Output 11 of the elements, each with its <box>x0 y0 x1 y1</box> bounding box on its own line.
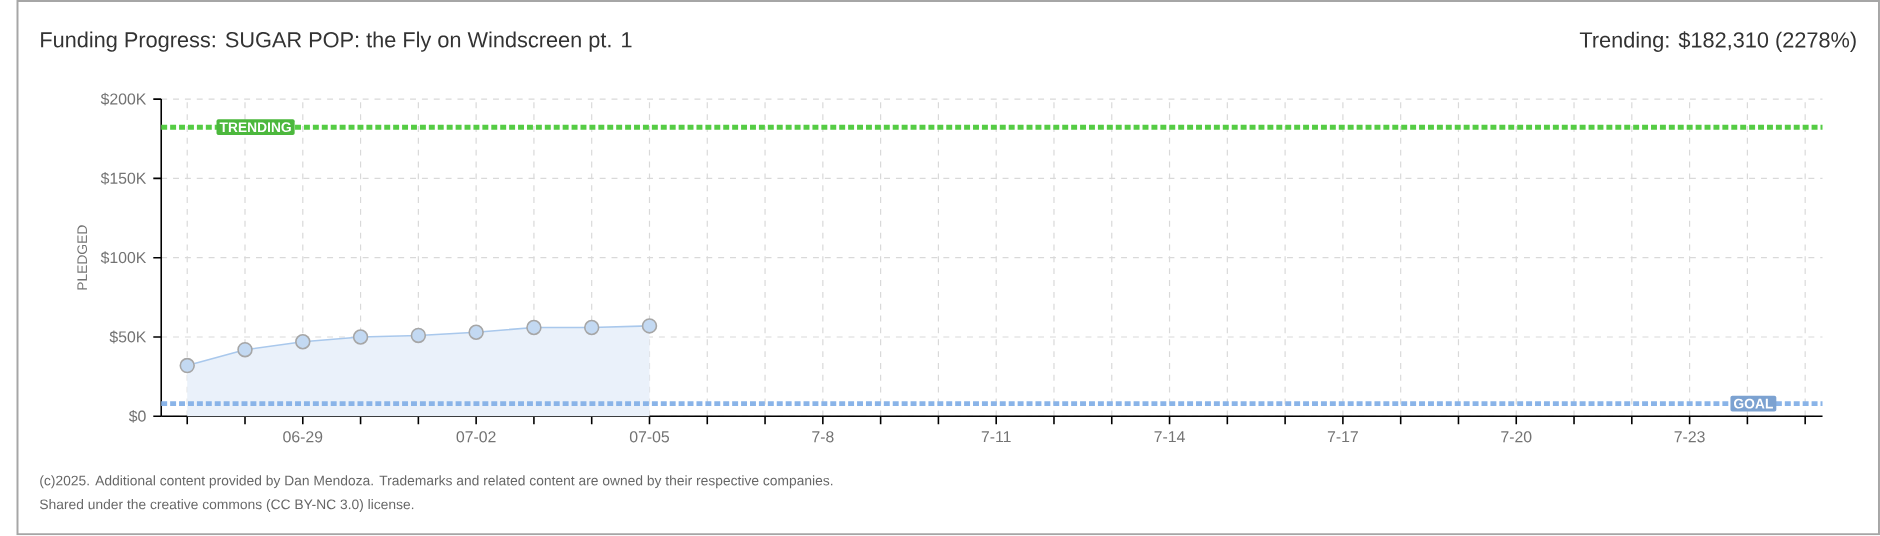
point <box>237 342 253 358</box>
point <box>641 318 658 335</box>
point <box>410 328 427 344</box>
point <box>352 329 369 346</box>
chart-title: Funding Progress: SUGAR POP: the Fly on Windscreen pt. 1 <box>41 31 632 53</box>
point <box>179 358 195 374</box>
point <box>583 320 600 336</box>
chart-subtitle: Trending: $182,310 (2278%) <box>1579 31 1856 53</box>
point <box>295 334 311 350</box>
point <box>526 320 542 336</box>
point <box>468 324 484 341</box>
